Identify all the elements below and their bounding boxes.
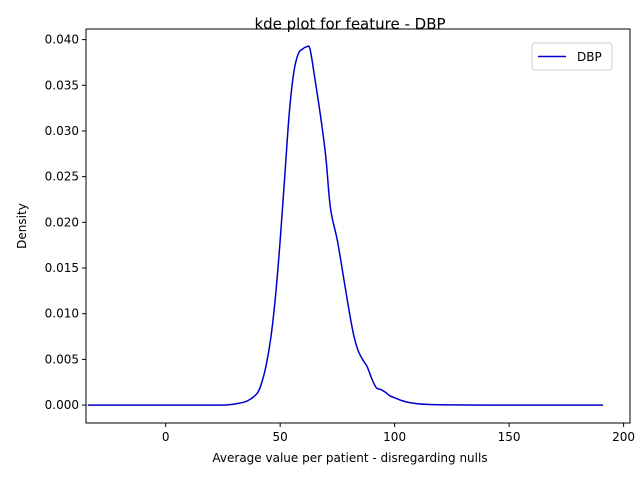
x-axis-label: Average value per patient - disregarding… xyxy=(212,451,487,465)
y-axis-label: Density xyxy=(15,203,29,249)
y-tick-label: 0.000 xyxy=(45,398,79,412)
plot-frame xyxy=(85,28,631,424)
chart-title: kde plot for feature - DBP xyxy=(254,15,445,33)
x-tick-label: 150 xyxy=(498,430,521,444)
legend-box xyxy=(531,42,613,71)
y-tick-label: 0.015 xyxy=(45,261,79,275)
x-tick-label: 0 xyxy=(162,430,170,444)
y-tick-label: 0.035 xyxy=(45,78,79,92)
y-tick-label: 0.040 xyxy=(45,33,79,47)
y-tick-label: 0.020 xyxy=(45,215,79,229)
legend-label-dbp: DBP xyxy=(577,50,602,64)
x-tick-label: 200 xyxy=(612,430,635,444)
y-tick-label: 0.025 xyxy=(45,170,79,184)
y-axis: 0.000 0.005 0.010 0.015 0.020 0.025 0.030 0.035… xyxy=(45,33,86,412)
x-tick-label: 50 xyxy=(273,430,288,444)
series-line-dbp xyxy=(87,45,603,406)
x-axis: 0 50 100 150 200 xyxy=(162,423,635,444)
y-tick-label: 0.030 xyxy=(45,124,79,138)
x-tick-label: 100 xyxy=(383,430,406,444)
legend: DBP xyxy=(531,42,613,71)
y-tick-label: 0.005 xyxy=(45,352,79,366)
y-tick-label: 0.010 xyxy=(45,307,79,321)
